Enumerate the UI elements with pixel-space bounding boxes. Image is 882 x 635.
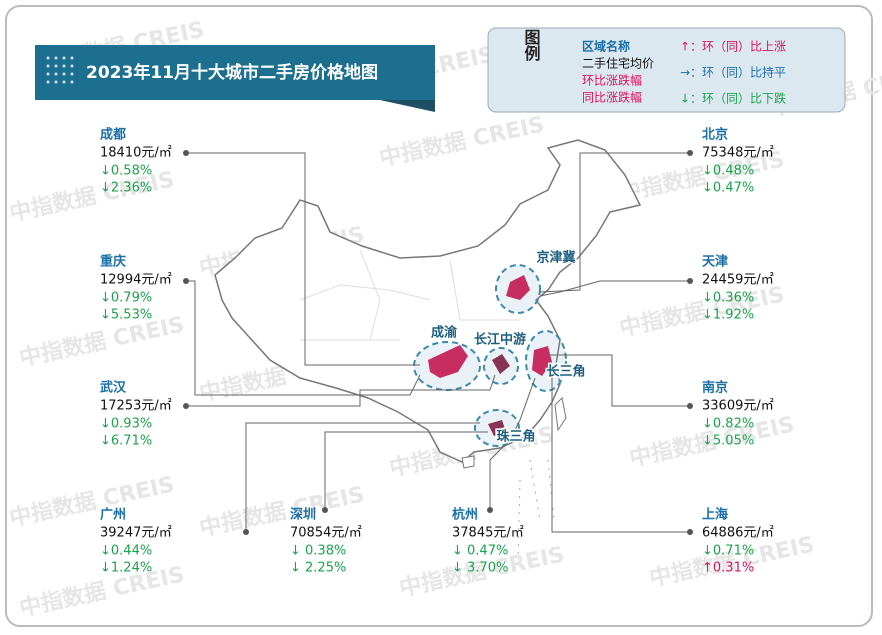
cities: 成都 18410元/㎡ ↓0.58% ↓2.36% 重庆 12994元/㎡ ↓0.79% ↓5…: [100, 127, 774, 576]
leader-line: [548, 354, 690, 407]
city-price: 70854元/㎡: [290, 526, 362, 541]
city-yoy: ↓0.47%: [702, 181, 754, 196]
city-mom: ↓0.79%: [100, 291, 152, 306]
area-csj: [532, 346, 552, 376]
leader-dot: [687, 150, 693, 156]
city-yoy: ↓5.53%: [100, 308, 152, 323]
region-label: 珠三角: [496, 429, 535, 445]
region-circle: [474, 409, 520, 447]
region-label: 成渝: [431, 325, 458, 341]
leader-line: [489, 377, 536, 510]
city-name: 天津: [702, 254, 728, 270]
legend-item: 区域名称: [582, 39, 630, 54]
legend-item: 同比涨跌幅: [582, 90, 642, 105]
legend-item: 二手住宅均价: [582, 56, 654, 71]
city-mom: ↓0.58%: [100, 164, 152, 179]
city-price: 75348元/㎡: [702, 146, 774, 161]
banner-fold: [380, 100, 435, 112]
leader-line: [186, 152, 420, 366]
area-jjj: [506, 275, 530, 300]
legend-item: →：环（同）比持平: [680, 65, 786, 80]
city-yoy: ↓6.71%: [100, 434, 152, 449]
city-mom: ↓0.44%: [100, 544, 152, 559]
city-name: 深圳: [290, 507, 316, 523]
region-circle: [413, 341, 481, 391]
city-mom: ↓0.71%: [702, 544, 754, 559]
leader-dot: [243, 529, 249, 535]
city-name: 上海: [702, 507, 728, 523]
leader-dot: [487, 507, 493, 513]
province-lines: [299, 249, 520, 341]
legend-item: ↓：环（同）比下跌: [680, 91, 786, 106]
city-yoy: ↓ 3.70%: [452, 561, 508, 576]
city-mom: ↓0.36%: [702, 291, 754, 306]
city-mom: ↓0.93%: [100, 417, 152, 432]
leader-dot: [322, 507, 328, 513]
leader-dot: [687, 278, 693, 284]
banner-dots: [46, 56, 74, 84]
title: 2023年11月十大城市二手房价格地图: [86, 62, 378, 83]
taiwan: [554, 396, 567, 432]
city-price: 24459元/㎡: [702, 273, 774, 288]
legend-item: ↑：环（同）比上涨: [680, 39, 786, 54]
leader-dot: [183, 278, 189, 284]
city-yoy: ↓1.24%: [100, 561, 152, 576]
legend-title: 图例: [522, 29, 541, 62]
city-mom: ↓ 0.47%: [452, 544, 508, 559]
legend-box: [487, 27, 846, 113]
city-yoy: ↓2.36%: [100, 181, 152, 196]
leader-line: [539, 280, 690, 297]
leader-dot: [687, 403, 693, 409]
area-cjzy: [492, 354, 510, 374]
city-price: 12994元/㎡: [100, 273, 172, 288]
region-label: 长江中游: [474, 332, 526, 348]
leader-dot: [183, 403, 189, 409]
city-yoy: ↑0.31%: [702, 561, 754, 576]
leader-dot: [183, 150, 189, 156]
map: [186, 139, 690, 561]
city-price: 33609元/㎡: [702, 399, 774, 414]
city-price: 37845元/㎡: [452, 526, 524, 541]
region-label: 京津冀: [536, 250, 575, 266]
region-circle: [483, 347, 519, 385]
region-circle: [525, 330, 567, 392]
city-price: 64886元/㎡: [702, 526, 774, 541]
legend-item: 环比涨跌幅: [582, 73, 642, 88]
city-mom: ↓0.82%: [702, 417, 754, 432]
leader-line: [245, 422, 480, 532]
city-name: 重庆: [100, 254, 126, 270]
hainan: [461, 455, 475, 469]
area-zsj: [488, 420, 506, 436]
city-name: 成都: [100, 127, 126, 143]
city-name: 杭州: [452, 507, 478, 523]
city-mom: ↓0.48%: [702, 164, 754, 179]
city-price: 18410元/㎡: [100, 146, 172, 161]
city-price: 17253元/㎡: [100, 399, 172, 414]
leader-line: [186, 280, 421, 396]
leader-line: [539, 152, 690, 293]
city-name: 广州: [100, 507, 126, 523]
area-cy: [428, 345, 468, 378]
city-yoy: ↓5.05%: [702, 434, 754, 449]
leader-line: [324, 431, 488, 510]
sea-islands: [517, 459, 555, 561]
city-name: 武汉: [100, 380, 127, 396]
city-name: 北京: [702, 127, 728, 143]
city-yoy: ↓ 2.25%: [290, 561, 346, 576]
city-price: 39247元/㎡: [100, 526, 172, 541]
leader-line: [551, 370, 690, 533]
city-name: 南京: [702, 380, 728, 396]
leader-line: [186, 374, 496, 407]
region-label: 长三角: [546, 364, 585, 380]
city-mom: ↓ 0.38%: [290, 544, 346, 559]
title-banner: [35, 45, 435, 100]
city-yoy: ↓1.92%: [702, 308, 754, 323]
leader-dot: [687, 529, 693, 535]
legend-title-text: 图例: [522, 29, 541, 62]
region-circle: [495, 264, 541, 314]
